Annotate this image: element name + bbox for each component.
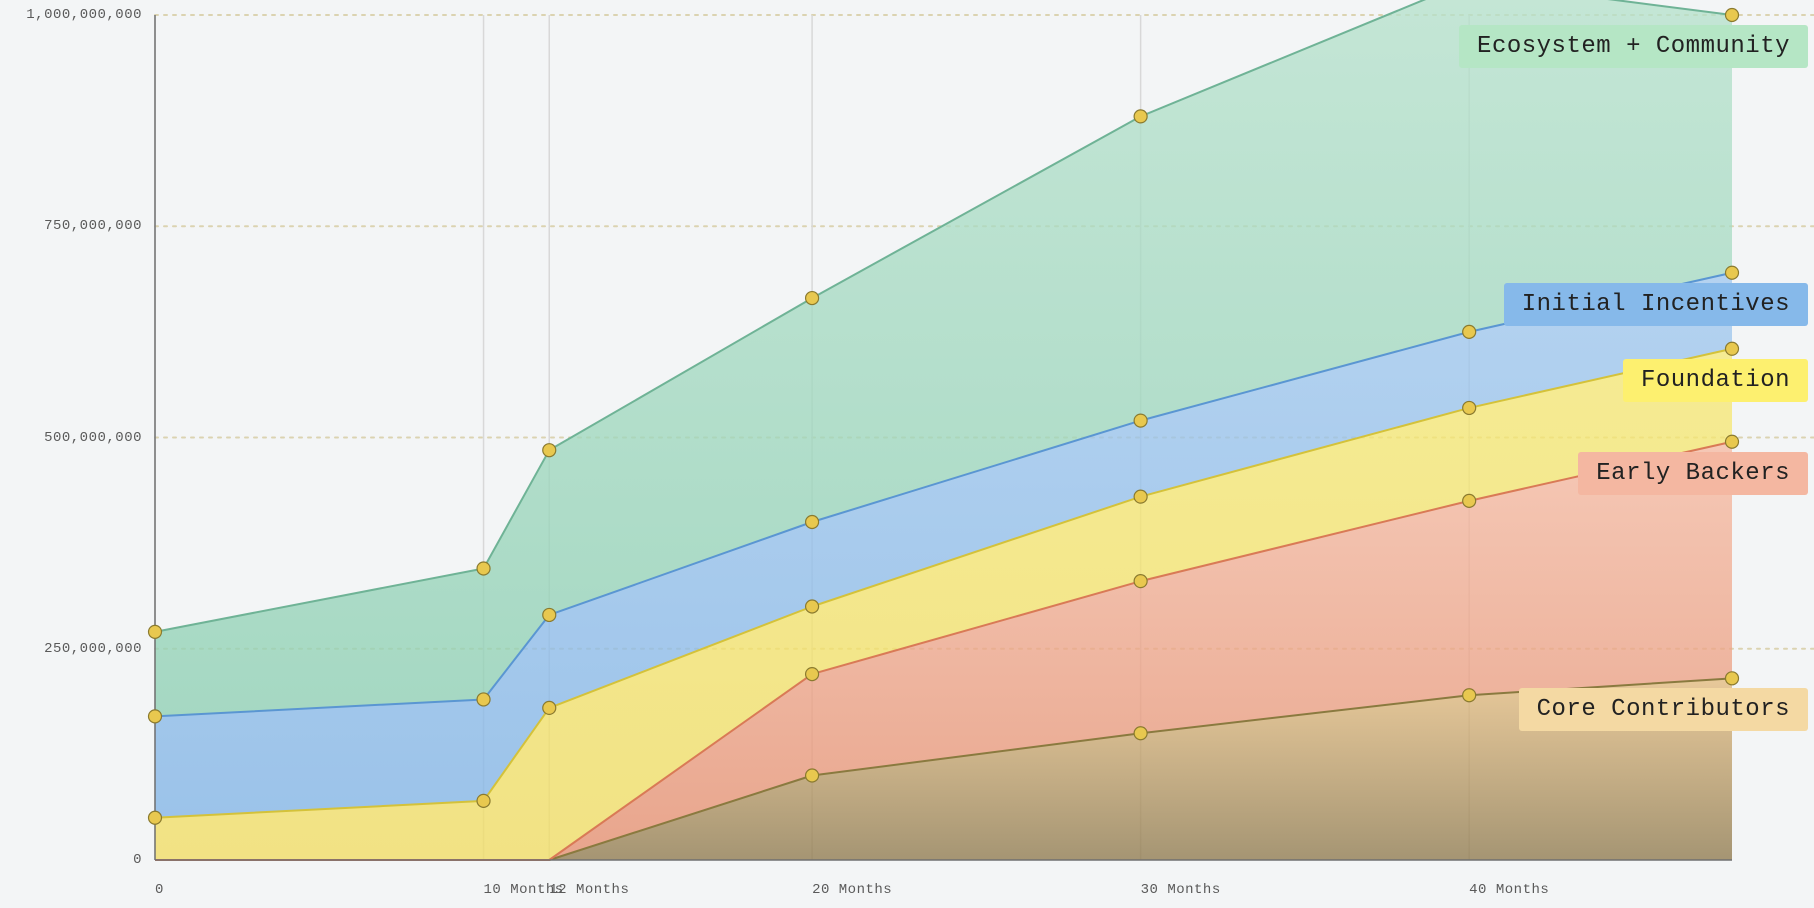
marker-backers <box>806 668 819 681</box>
marker-incentives <box>806 516 819 529</box>
marker-core <box>806 769 819 782</box>
marker-core <box>1726 672 1739 685</box>
marker-incentives <box>477 693 490 706</box>
series-label-backers: Early Backers <box>1578 452 1808 495</box>
y-axis-label: 1,000,000,000 <box>26 7 142 23</box>
marker-ecosystem <box>806 292 819 305</box>
marker-backers <box>1134 575 1147 588</box>
x-axis-label: 0 <box>155 882 164 898</box>
marker-incentives <box>543 608 556 621</box>
series-label-incentives: Initial Incentives <box>1504 283 1808 326</box>
series-label-ecosystem: Ecosystem + Community <box>1459 25 1808 68</box>
marker-incentives <box>1134 414 1147 427</box>
marker-foundation <box>543 701 556 714</box>
x-axis-label: 20 Months <box>812 882 892 898</box>
marker-incentives <box>1463 325 1476 338</box>
marker-ecosystem <box>477 562 490 575</box>
marker-backers <box>1726 435 1739 448</box>
marker-foundation <box>149 811 162 824</box>
marker-foundation <box>1134 490 1147 503</box>
token-vesting-chart: 0 250,000,000 500,000,000 750,000,000 1,000,… <box>0 0 1814 908</box>
marker-foundation <box>1463 401 1476 414</box>
marker-core <box>1463 689 1476 702</box>
y-axis-label: 750,000,000 <box>44 218 142 234</box>
x-axis-label: 40 Months <box>1469 882 1549 898</box>
marker-foundation <box>806 600 819 613</box>
series-label-foundation: Foundation <box>1623 359 1808 402</box>
series-label-core: Core Contributors <box>1519 688 1808 731</box>
marker-ecosystem <box>149 625 162 638</box>
y-axis-label: 500,000,000 <box>44 430 142 446</box>
marker-ecosystem <box>543 444 556 457</box>
x-axis-label: 12 Months <box>549 882 629 898</box>
x-axis-label: 30 Months <box>1141 882 1221 898</box>
marker-foundation <box>1726 342 1739 355</box>
marker-incentives <box>1726 266 1739 279</box>
marker-backers <box>1463 494 1476 507</box>
y-axis-label: 250,000,000 <box>44 641 142 657</box>
y-axis-label: 0 <box>133 852 142 868</box>
marker-incentives <box>149 710 162 723</box>
marker-ecosystem <box>1726 9 1739 22</box>
marker-foundation <box>477 794 490 807</box>
chart-svg <box>0 0 1814 908</box>
marker-ecosystem <box>1134 110 1147 123</box>
marker-core <box>1134 727 1147 740</box>
